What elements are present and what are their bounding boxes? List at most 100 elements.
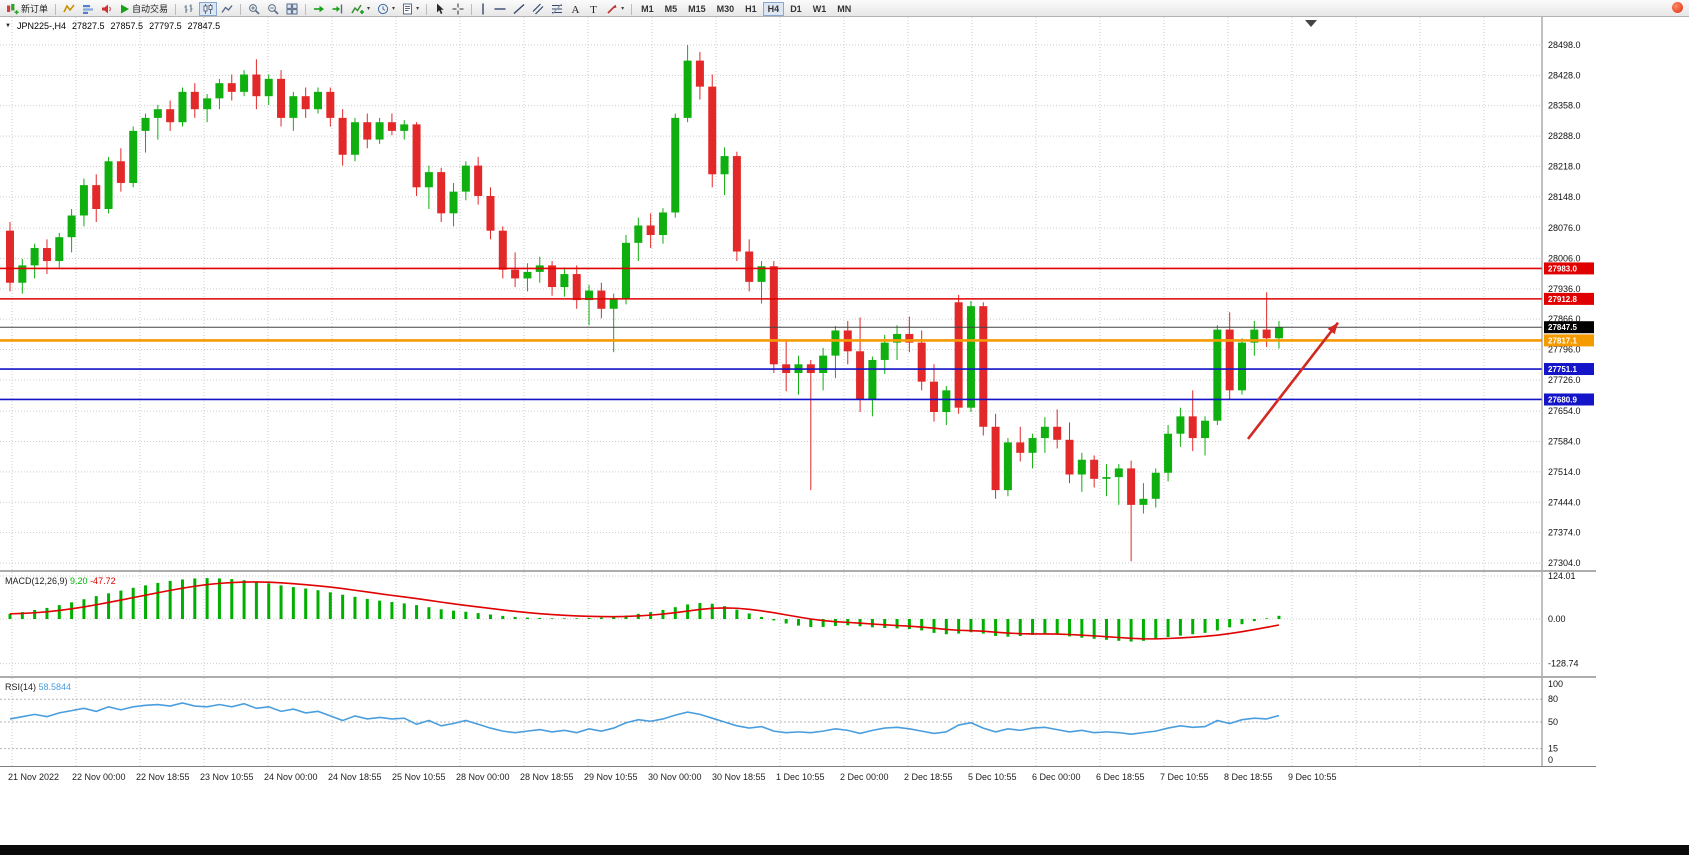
svg-text:27936.0: 27936.0 — [1548, 284, 1581, 294]
timeframe-mn-button[interactable]: MN — [832, 2, 856, 16]
market-depth-button[interactable] — [79, 2, 97, 16]
vertical-line-icon — [482, 3, 484, 14]
crosshair-icon — [452, 3, 464, 14]
time-label: 1 Dec 10:55 — [776, 772, 825, 782]
notification-badge[interactable] — [1672, 2, 1683, 13]
zoom-out-button[interactable] — [264, 2, 282, 16]
cursor-button[interactable] — [431, 2, 448, 16]
crosshair-button[interactable] — [449, 2, 467, 16]
chart-shift-icon — [332, 4, 343, 13]
chart-shift-button[interactable] — [329, 2, 347, 16]
alert-speaker-icon — [102, 4, 111, 13]
price-chart[interactable]: 28498.0 28428.0 28358.0 28288.0 28218.0 28148… — [0, 17, 1596, 570]
rsi-panel[interactable]: 100 80 50 150 RSI(14) 58.5844 — [0, 678, 1596, 766]
alerts-button[interactable] — [98, 2, 116, 16]
toolbar-separator — [55, 3, 57, 15]
indicators-button[interactable]: ▾ — [348, 2, 373, 16]
line-chart-button[interactable] — [218, 2, 236, 16]
candlestick-chart-button[interactable] — [199, 1, 218, 16]
svg-text:A: A — [572, 4, 580, 15]
channel-icon — [532, 3, 544, 14]
time-label: 2 Dec 18:55 — [904, 772, 953, 782]
svg-text:0: 0 — [1548, 755, 1553, 765]
horizontal-line-button[interactable] — [491, 2, 509, 16]
periods-button[interactable]: ▾ — [374, 2, 398, 16]
zoom-in-icon — [249, 3, 260, 15]
line-chart-icon — [221, 4, 233, 13]
svg-text:27751.1: 27751.1 — [1548, 365, 1577, 374]
horizontal-line-icon — [494, 7, 506, 10]
tile-windows-button[interactable] — [283, 2, 301, 16]
arrow-objects-button[interactable]: ▾ — [603, 2, 627, 16]
caret-icon: ▾ — [392, 5, 396, 12]
fibonacci-button[interactable] — [548, 2, 566, 16]
toolbar-separator — [471, 3, 473, 15]
svg-text:0.00: 0.00 — [1548, 614, 1566, 624]
svg-text:27796.0: 27796.0 — [1548, 345, 1581, 355]
time-label: 7 Dec 10:55 — [1160, 772, 1209, 782]
collapse-icon[interactable]: ▼ — [5, 23, 11, 29]
time-label: 28 Nov 18:55 — [520, 772, 574, 782]
trendline-button[interactable] — [510, 2, 528, 16]
time-label: 24 Nov 00:00 — [264, 772, 318, 782]
time-label: 29 Nov 10:55 — [584, 772, 638, 782]
time-label: 21 Nov 2022 — [8, 772, 60, 782]
chart-header: ▼ JPN225-,H4 27827.5 27857.5 27797.5 278… — [5, 21, 220, 31]
panel-splitter[interactable] — [0, 676, 1596, 678]
tick-chart-button[interactable] — [60, 2, 78, 16]
toolbar-separator — [631, 3, 633, 15]
time-label: 28 Nov 00:00 — [456, 772, 510, 782]
svg-text:28148.0: 28148.0 — [1548, 192, 1581, 202]
svg-text:27374.0: 27374.0 — [1548, 528, 1581, 538]
time-axis[interactable]: 21 Nov 2022 22 Nov 00:00 22 Nov 18:55 23 No… — [0, 766, 1596, 793]
svg-text:27680.9: 27680.9 — [1548, 395, 1577, 404]
text-label-button[interactable]: T — [585, 2, 602, 16]
toolbar-separator — [426, 3, 428, 15]
svg-text:27726.0: 27726.0 — [1548, 375, 1581, 385]
new-order-button[interactable]: 新订单 — [3, 2, 51, 16]
timeframe-h1-button[interactable]: H1 — [740, 2, 762, 16]
candlestick-chart-icon — [203, 3, 213, 14]
timeframe-m15-button[interactable]: M15 — [683, 2, 711, 16]
vertical-line-button[interactable] — [476, 2, 490, 16]
timeframe-m1-button[interactable]: M1 — [636, 2, 659, 16]
auto-trading-button[interactable]: 自动交易 — [117, 2, 171, 16]
timeframe-w1-button[interactable]: W1 — [808, 2, 832, 16]
caret-icon: ▾ — [367, 5, 371, 12]
text-button[interactable]: A — [567, 2, 584, 16]
svg-text:27983.0: 27983.0 — [1548, 264, 1577, 273]
chart-area: ▼ JPN225-,H4 27827.5 27857.5 27797.5 278… — [0, 17, 1596, 793]
timeframe-h4-button[interactable]: H4 — [762, 1, 785, 16]
time-label: 5 Dec 10:55 — [968, 772, 1017, 782]
macd-panel[interactable]: 124.01 0.00 -128.74 MACD(12,26,9) 9.20 -47.… — [0, 572, 1596, 676]
svg-text:28358.0: 28358.0 — [1548, 101, 1581, 111]
time-label: 23 Nov 10:55 — [200, 772, 254, 782]
tile-windows-icon — [286, 3, 298, 14]
timeframe-m30-button[interactable]: M30 — [712, 2, 740, 16]
panel-splitter[interactable] — [0, 570, 1596, 572]
time-label: 2 Dec 00:00 — [840, 772, 889, 782]
bar-chart-icon — [184, 4, 193, 13]
svg-text:RSI(14) 58.5844: RSI(14) 58.5844 — [5, 682, 71, 692]
bar-chart-button[interactable] — [180, 2, 198, 16]
svg-text:27444.0: 27444.0 — [1548, 497, 1581, 507]
clock-icon — [377, 3, 389, 14]
templates-button[interactable]: ▾ — [399, 2, 422, 16]
toolbar-separator — [305, 3, 307, 15]
market-depth-icon — [83, 4, 94, 14]
cursor-icon — [437, 3, 444, 14]
template-page-icon — [403, 3, 413, 14]
time-label: 22 Nov 18:55 — [136, 772, 190, 782]
time-label: 9 Dec 10:55 — [1288, 772, 1337, 782]
zoom-in-button[interactable] — [245, 2, 263, 16]
svg-text:T: T — [590, 4, 597, 15]
timeframe-m5-button[interactable]: M5 — [660, 2, 683, 16]
channel-button[interactable] — [529, 2, 547, 16]
ohlc-open: 27827.5 — [71, 21, 105, 31]
timeframe-d1-button[interactable]: D1 — [785, 2, 807, 16]
svg-text:28006.0: 28006.0 — [1548, 253, 1581, 263]
svg-text:27654.0: 27654.0 — [1548, 406, 1581, 416]
auto-scroll-button[interactable] — [310, 2, 328, 16]
auto-trading-label: 自动交易 — [132, 4, 169, 14]
